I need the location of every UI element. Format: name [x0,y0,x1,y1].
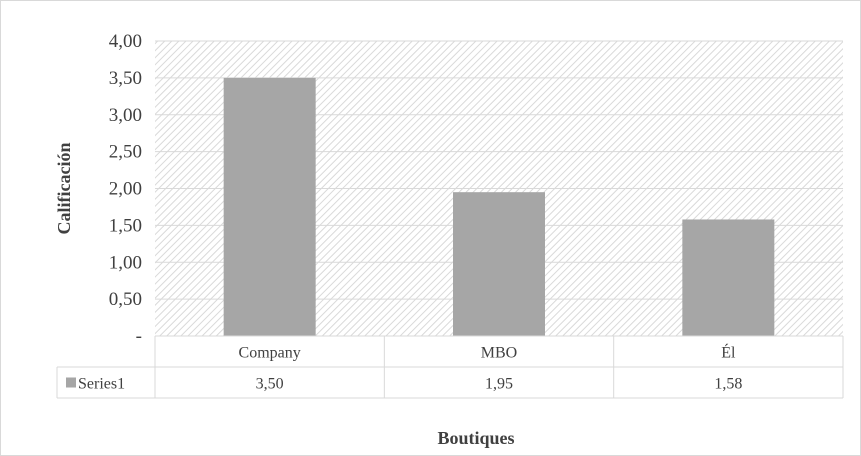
data-table-value: 3,50 [256,376,284,393]
data-table: Company 3,50 MBO 1,95 Él 1,58 Series1 [56,335,844,399]
legend-key [66,377,76,388]
x-category-label: Company [239,345,301,362]
x-category-label: Él [721,343,736,362]
y-tick-label: 2,00 [109,179,142,200]
y-tick-label: 2,50 [109,142,142,163]
x-category-label: MBO [481,345,517,362]
y-tick-label: 1,00 [109,252,142,273]
y-tick-label: 1,50 [109,215,142,236]
y-tick-label: 3,50 [109,68,142,89]
data-table-value: 1,95 [485,376,513,393]
y-tick-label: 4,00 [109,31,142,52]
y-axis-ticks: - 0,50 1,00 1,50 2,00 2,50 3,00 3,50 4,00 [109,31,142,347]
bar [453,192,545,336]
y-axis-title: Calificación [54,143,74,235]
x-axis-title: Boutiques [437,428,514,448]
y-tick-label: 0,50 [109,289,142,310]
bars [223,77,775,336]
data-table-value: 1,58 [714,376,742,393]
y-tick-label: 3,00 [109,105,142,126]
bar [223,77,316,336]
legend-series-name: Series1 [78,376,125,393]
bar [682,219,775,336]
y-tick-label: - [136,326,142,347]
